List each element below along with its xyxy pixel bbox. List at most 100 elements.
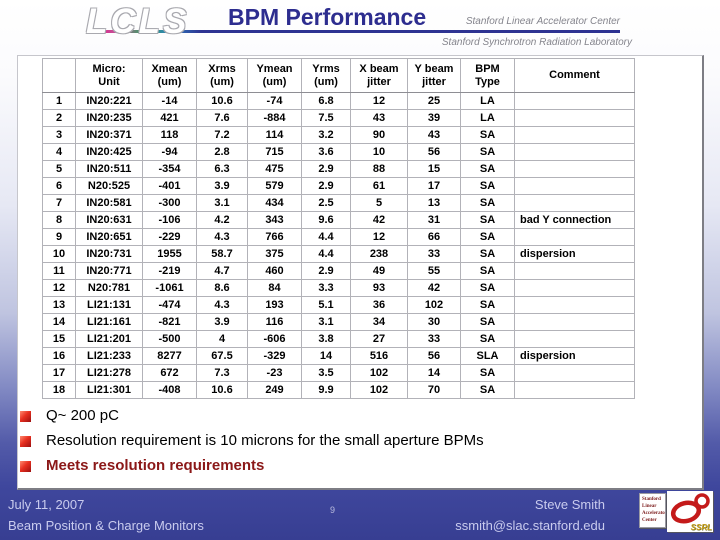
table-row: 17 LI21:278 672 7.3 -23 3.5 102 14 SA: [42, 364, 635, 382]
table-row: 6 N20:525 -401 3.9 579 2.9 61 17 SA: [42, 177, 635, 195]
table-cell: 475: [247, 160, 302, 178]
table-cell: -821: [142, 313, 197, 331]
slac-logo-text: Accelerator: [642, 511, 666, 516]
table-row: 18 LI21:301 -408 10.6 249 9.9 102 70 SA: [42, 381, 635, 399]
table-cell: 3.6: [301, 143, 351, 161]
bpm-performance-table: Micro: Unit Xmean (um) Xrms (um) Ymean (um) Yrms…: [42, 58, 635, 399]
table-cell: 249: [247, 381, 302, 399]
table-cell: [514, 194, 635, 212]
table-cell: 2.5: [301, 194, 351, 212]
table-cell: [514, 160, 635, 178]
table-cell: 116: [247, 313, 302, 331]
table-cell: 7.5: [301, 109, 351, 127]
table-cell: 8277: [142, 347, 197, 365]
table-cell: -606: [247, 330, 302, 348]
table-cell: 12: [350, 228, 408, 246]
lcls-logo: LCLS: [86, 2, 190, 41]
ssrl-logo: SSRL: [667, 491, 713, 532]
bpm-table-body: 1 IN20:221 -14 10.6 -74 6.8 12 25 LA 2 IN20:235 421…: [42, 92, 635, 399]
table-cell: 7: [42, 194, 76, 212]
table-cell: -14: [142, 92, 197, 110]
table-cell: [514, 313, 635, 331]
table-row: 9 IN20:651 -229 4.3 766 4.4 12 66 SA: [42, 228, 635, 246]
table-cell: LA: [460, 109, 515, 127]
table-cell: 4.4: [301, 228, 351, 246]
table-cell: SA: [460, 262, 515, 280]
table-cell: dispersion: [514, 347, 635, 365]
table-cell: [514, 177, 635, 195]
table-row: 7 IN20:581 -300 3.1 434 2.5 5 13 SA: [42, 194, 635, 212]
table-cell: 84: [247, 279, 302, 297]
table-cell: 238: [350, 245, 408, 263]
table-cell: 42: [350, 211, 408, 229]
table-cell: SA: [460, 279, 515, 297]
table-cell: SA: [460, 364, 515, 382]
table-cell: 3: [42, 126, 76, 144]
table-cell: 3.8: [301, 330, 351, 348]
footer-deck-title: Beam Position & Charge Monitors: [8, 518, 204, 533]
footer-date: July 11, 2007: [8, 497, 85, 512]
table-cell: N20:525: [75, 177, 143, 195]
table-row: 4 IN20:425 -94 2.8 715 3.6 10 56 SA: [42, 143, 635, 161]
table-cell: [514, 143, 635, 161]
table-row: 5 IN20:511 -354 6.3 475 2.9 88 15 SA: [42, 160, 635, 178]
table-cell: 9.9: [301, 381, 351, 399]
org-name-ssrl: Stanford Synchrotron Radiation Laborator…: [441, 37, 632, 48]
table-cell: SA: [460, 313, 515, 331]
table-cell: -329: [247, 347, 302, 365]
bullet-marker-icon: [20, 436, 31, 447]
bullet-item: Q~ 200 pC: [20, 407, 680, 424]
table-cell: SA: [460, 245, 515, 263]
column-header: Micro: Unit: [75, 58, 143, 93]
table-cell: 4.7: [196, 262, 248, 280]
ssrl-emblem-icon: [670, 493, 710, 524]
table-cell: 10.6: [196, 92, 248, 110]
header-rainbow-rule: [103, 30, 620, 33]
table-cell: -74: [247, 92, 302, 110]
table-cell: 39: [407, 109, 461, 127]
table-cell: 43: [350, 109, 408, 127]
table-cell: 25: [407, 92, 461, 110]
table-cell: SA: [460, 211, 515, 229]
table-cell: 58.7: [196, 245, 248, 263]
table-cell: 70: [407, 381, 461, 399]
table-row: 3 IN20:371 118 7.2 114 3.2 90 43 SA: [42, 126, 635, 144]
table-cell: dispersion: [514, 245, 635, 263]
table-cell: 2.8: [196, 143, 248, 161]
table-cell: 16: [42, 347, 76, 365]
table-cell: 343: [247, 211, 302, 229]
bullet-text: Q~ 200 pC: [46, 407, 119, 424]
table-cell: 8.6: [196, 279, 248, 297]
table-cell: 114: [247, 126, 302, 144]
table-cell: IN20:631: [75, 211, 143, 229]
table-cell: 715: [247, 143, 302, 161]
table-cell: SA: [460, 160, 515, 178]
table-cell: IN20:221: [75, 92, 143, 110]
table-cell: 88: [350, 160, 408, 178]
table-row: 10 IN20:731 1955 58.7 375 4.4 238 33 SA dispersio…: [42, 245, 635, 263]
table-cell: IN20:731: [75, 245, 143, 263]
table-cell: -408: [142, 381, 197, 399]
table-row: 2 IN20:235 421 7.6 -884 7.5 43 39 LA: [42, 109, 635, 127]
table-cell: 13: [407, 194, 461, 212]
table-cell: 3.1: [301, 313, 351, 331]
column-header: Ymean (um): [247, 58, 302, 93]
table-cell: 5: [42, 160, 76, 178]
table-cell: 4.3: [196, 228, 248, 246]
table-cell: 15: [407, 160, 461, 178]
table-cell: 375: [247, 245, 302, 263]
table-cell: 4.2: [196, 211, 248, 229]
column-header: Yrms (um): [301, 58, 351, 93]
table-cell: IN20:425: [75, 143, 143, 161]
slac-logo: Stanford Linear Accelerator Center: [639, 493, 666, 528]
table-cell: 31: [407, 211, 461, 229]
column-header: BPM Type: [460, 58, 515, 93]
table-cell: LI21:278: [75, 364, 143, 382]
table-cell: 4: [42, 143, 76, 161]
table-cell: 6.3: [196, 160, 248, 178]
table-cell: 9: [42, 228, 76, 246]
table-row: 1 IN20:221 -14 10.6 -74 6.8 12 25 LA: [42, 92, 635, 110]
table-cell: 193: [247, 296, 302, 314]
table-cell: IN20:371: [75, 126, 143, 144]
table-cell: IN20:581: [75, 194, 143, 212]
